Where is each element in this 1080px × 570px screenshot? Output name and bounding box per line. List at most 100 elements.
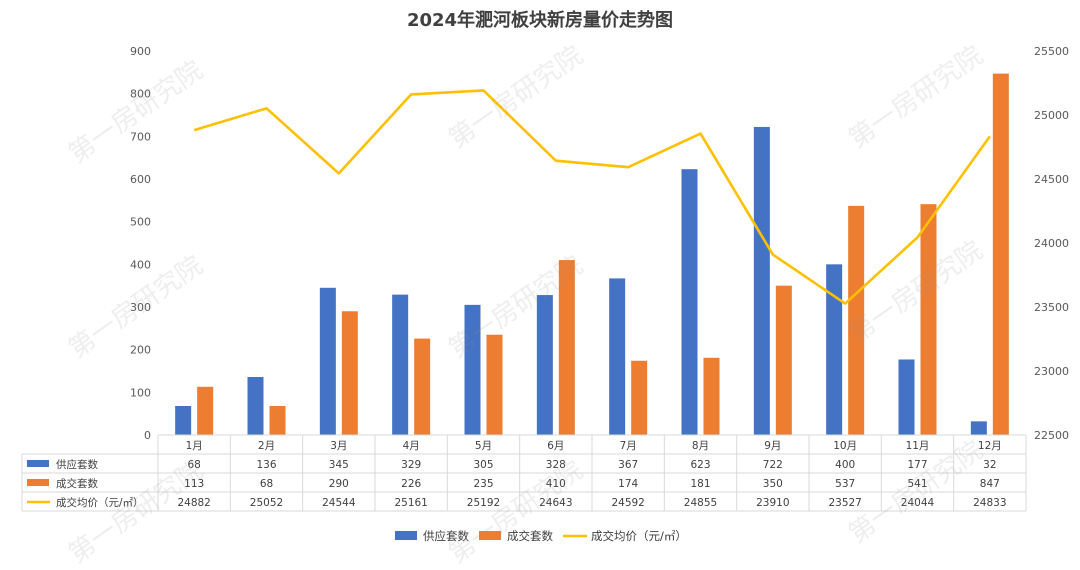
table-cell: 136	[256, 459, 276, 471]
x-tick-label: 1月	[186, 440, 203, 452]
table-legend-key	[27, 460, 49, 467]
table-cell: 24643	[539, 497, 572, 509]
table-cell: 410	[546, 478, 566, 490]
y-right-tick-label: 22500	[1034, 429, 1069, 442]
table-cell: 541	[907, 478, 927, 490]
supply-bar	[753, 126, 770, 436]
deal-bar	[920, 204, 937, 435]
x-tick-label: 5月	[475, 440, 492, 452]
table-cell: 290	[329, 478, 349, 490]
y-left-tick-label: 200	[130, 344, 151, 357]
chart-page: 2024年淝河板块新房量价走势图 0 100 200 300 400 500 600 700 8…	[21, 10, 1069, 569]
table-cell: 68	[187, 459, 200, 471]
table-cell: 23910	[756, 497, 789, 509]
y-right-tick-label: 25500	[1034, 45, 1069, 58]
supply-bar	[681, 169, 698, 436]
table-cell: 226	[401, 478, 421, 490]
supply-bar	[609, 278, 626, 435]
table-cell: 235	[473, 478, 493, 490]
supply-bar	[536, 295, 553, 435]
deal-bar	[269, 405, 286, 435]
chart-title: 2024年淝河板块新房量价走势图	[406, 10, 674, 31]
x-tick-label: 11月	[906, 440, 930, 452]
supply-bar	[319, 287, 336, 435]
deal-bar	[992, 73, 1009, 435]
table-cell: 537	[835, 478, 855, 490]
table-cell: 329	[401, 459, 421, 471]
table-cell: 25161	[394, 497, 427, 509]
x-tick-label: 9月	[764, 440, 781, 452]
table-cell: 350	[763, 478, 783, 490]
table-cell: 32	[983, 459, 996, 471]
y-right-tick-label: 24000	[1034, 237, 1069, 250]
legend-key	[395, 531, 417, 540]
deal-bar	[197, 386, 214, 435]
chart-canvas: 0 100 200 300 400 500 600 700 800 900 22500 23000 23…	[21, 45, 1069, 543]
table-cell: 23527	[828, 497, 861, 509]
x-tick-label: 7月	[620, 440, 637, 452]
table-cell: 24855	[684, 497, 717, 509]
table-row-header: 成交套数	[56, 477, 98, 490]
supply-bar	[175, 405, 192, 435]
x-tick-label: 4月	[403, 440, 420, 452]
y-left-tick-label: 300	[130, 301, 151, 314]
y-left-tick-label: 0	[144, 429, 151, 442]
table-cell: 345	[329, 459, 349, 471]
table-row-header: 供应套数	[56, 458, 98, 471]
table-cell: 24833	[973, 497, 1006, 509]
table-legend-key	[27, 479, 49, 486]
y-left-tick-label: 100	[130, 386, 151, 399]
table-cell: 367	[618, 459, 638, 471]
y-right-tick-label: 23000	[1034, 365, 1069, 378]
deal-bar	[558, 260, 575, 435]
y-left-tick-label: 900	[130, 45, 151, 58]
supply-bar	[247, 376, 264, 435]
table-cell: 24544	[322, 497, 356, 509]
table-cell: 722	[763, 459, 783, 471]
table-cell: 24882	[177, 497, 210, 509]
legend-key	[479, 531, 501, 540]
supply-bar	[464, 304, 481, 435]
y-left-tick-label: 400	[130, 258, 151, 271]
x-tick-label: 3月	[330, 440, 347, 452]
y-left-tick-label: 600	[130, 173, 151, 186]
supply-bar	[898, 359, 915, 435]
table-cell: 174	[618, 478, 638, 490]
x-tick-label: 2月	[258, 440, 275, 452]
table-cell: 328	[546, 459, 566, 471]
table-row-header: 成交均价（元/㎡）	[56, 496, 144, 509]
deal-bar	[486, 334, 503, 435]
table-cell: 305	[473, 459, 493, 471]
table-cell: 68	[260, 478, 273, 490]
supply-bar	[392, 294, 409, 435]
deal-bar	[848, 205, 865, 435]
table-cell: 847	[980, 478, 1000, 490]
legend-label: 成交套数	[507, 529, 553, 543]
price-line	[193, 89, 991, 305]
y-right-tick-label: 24500	[1034, 173, 1069, 186]
x-tick-label: 8月	[692, 440, 709, 452]
legend-label: 成交均价（元/㎡）	[591, 529, 687, 543]
deal-bar	[414, 338, 431, 435]
y-right-tick-label: 25000	[1034, 109, 1069, 122]
x-tick-label: 10月	[833, 440, 857, 452]
deal-bar	[703, 357, 720, 435]
deal-bar	[775, 285, 792, 435]
y-right-tick-label: 23500	[1034, 301, 1069, 314]
table-cell: 24592	[611, 497, 644, 509]
table-cell: 623	[690, 459, 710, 471]
table-cell: 400	[835, 459, 855, 471]
table-cell: 113	[184, 478, 204, 490]
deal-bar	[341, 311, 358, 435]
table-cell: 181	[690, 478, 710, 490]
table-cell: 177	[907, 459, 927, 471]
y-left-tick-label: 500	[130, 216, 151, 229]
y-left-tick-label: 700	[130, 130, 151, 143]
legend-label: 供应套数	[423, 529, 469, 543]
supply-bar	[970, 421, 987, 435]
table-cell: 25192	[467, 497, 500, 509]
table-cell: 24044	[901, 497, 935, 509]
table-cell: 25052	[250, 497, 283, 509]
y-left-tick-label: 800	[130, 88, 151, 101]
x-tick-label: 12月	[978, 440, 1002, 452]
